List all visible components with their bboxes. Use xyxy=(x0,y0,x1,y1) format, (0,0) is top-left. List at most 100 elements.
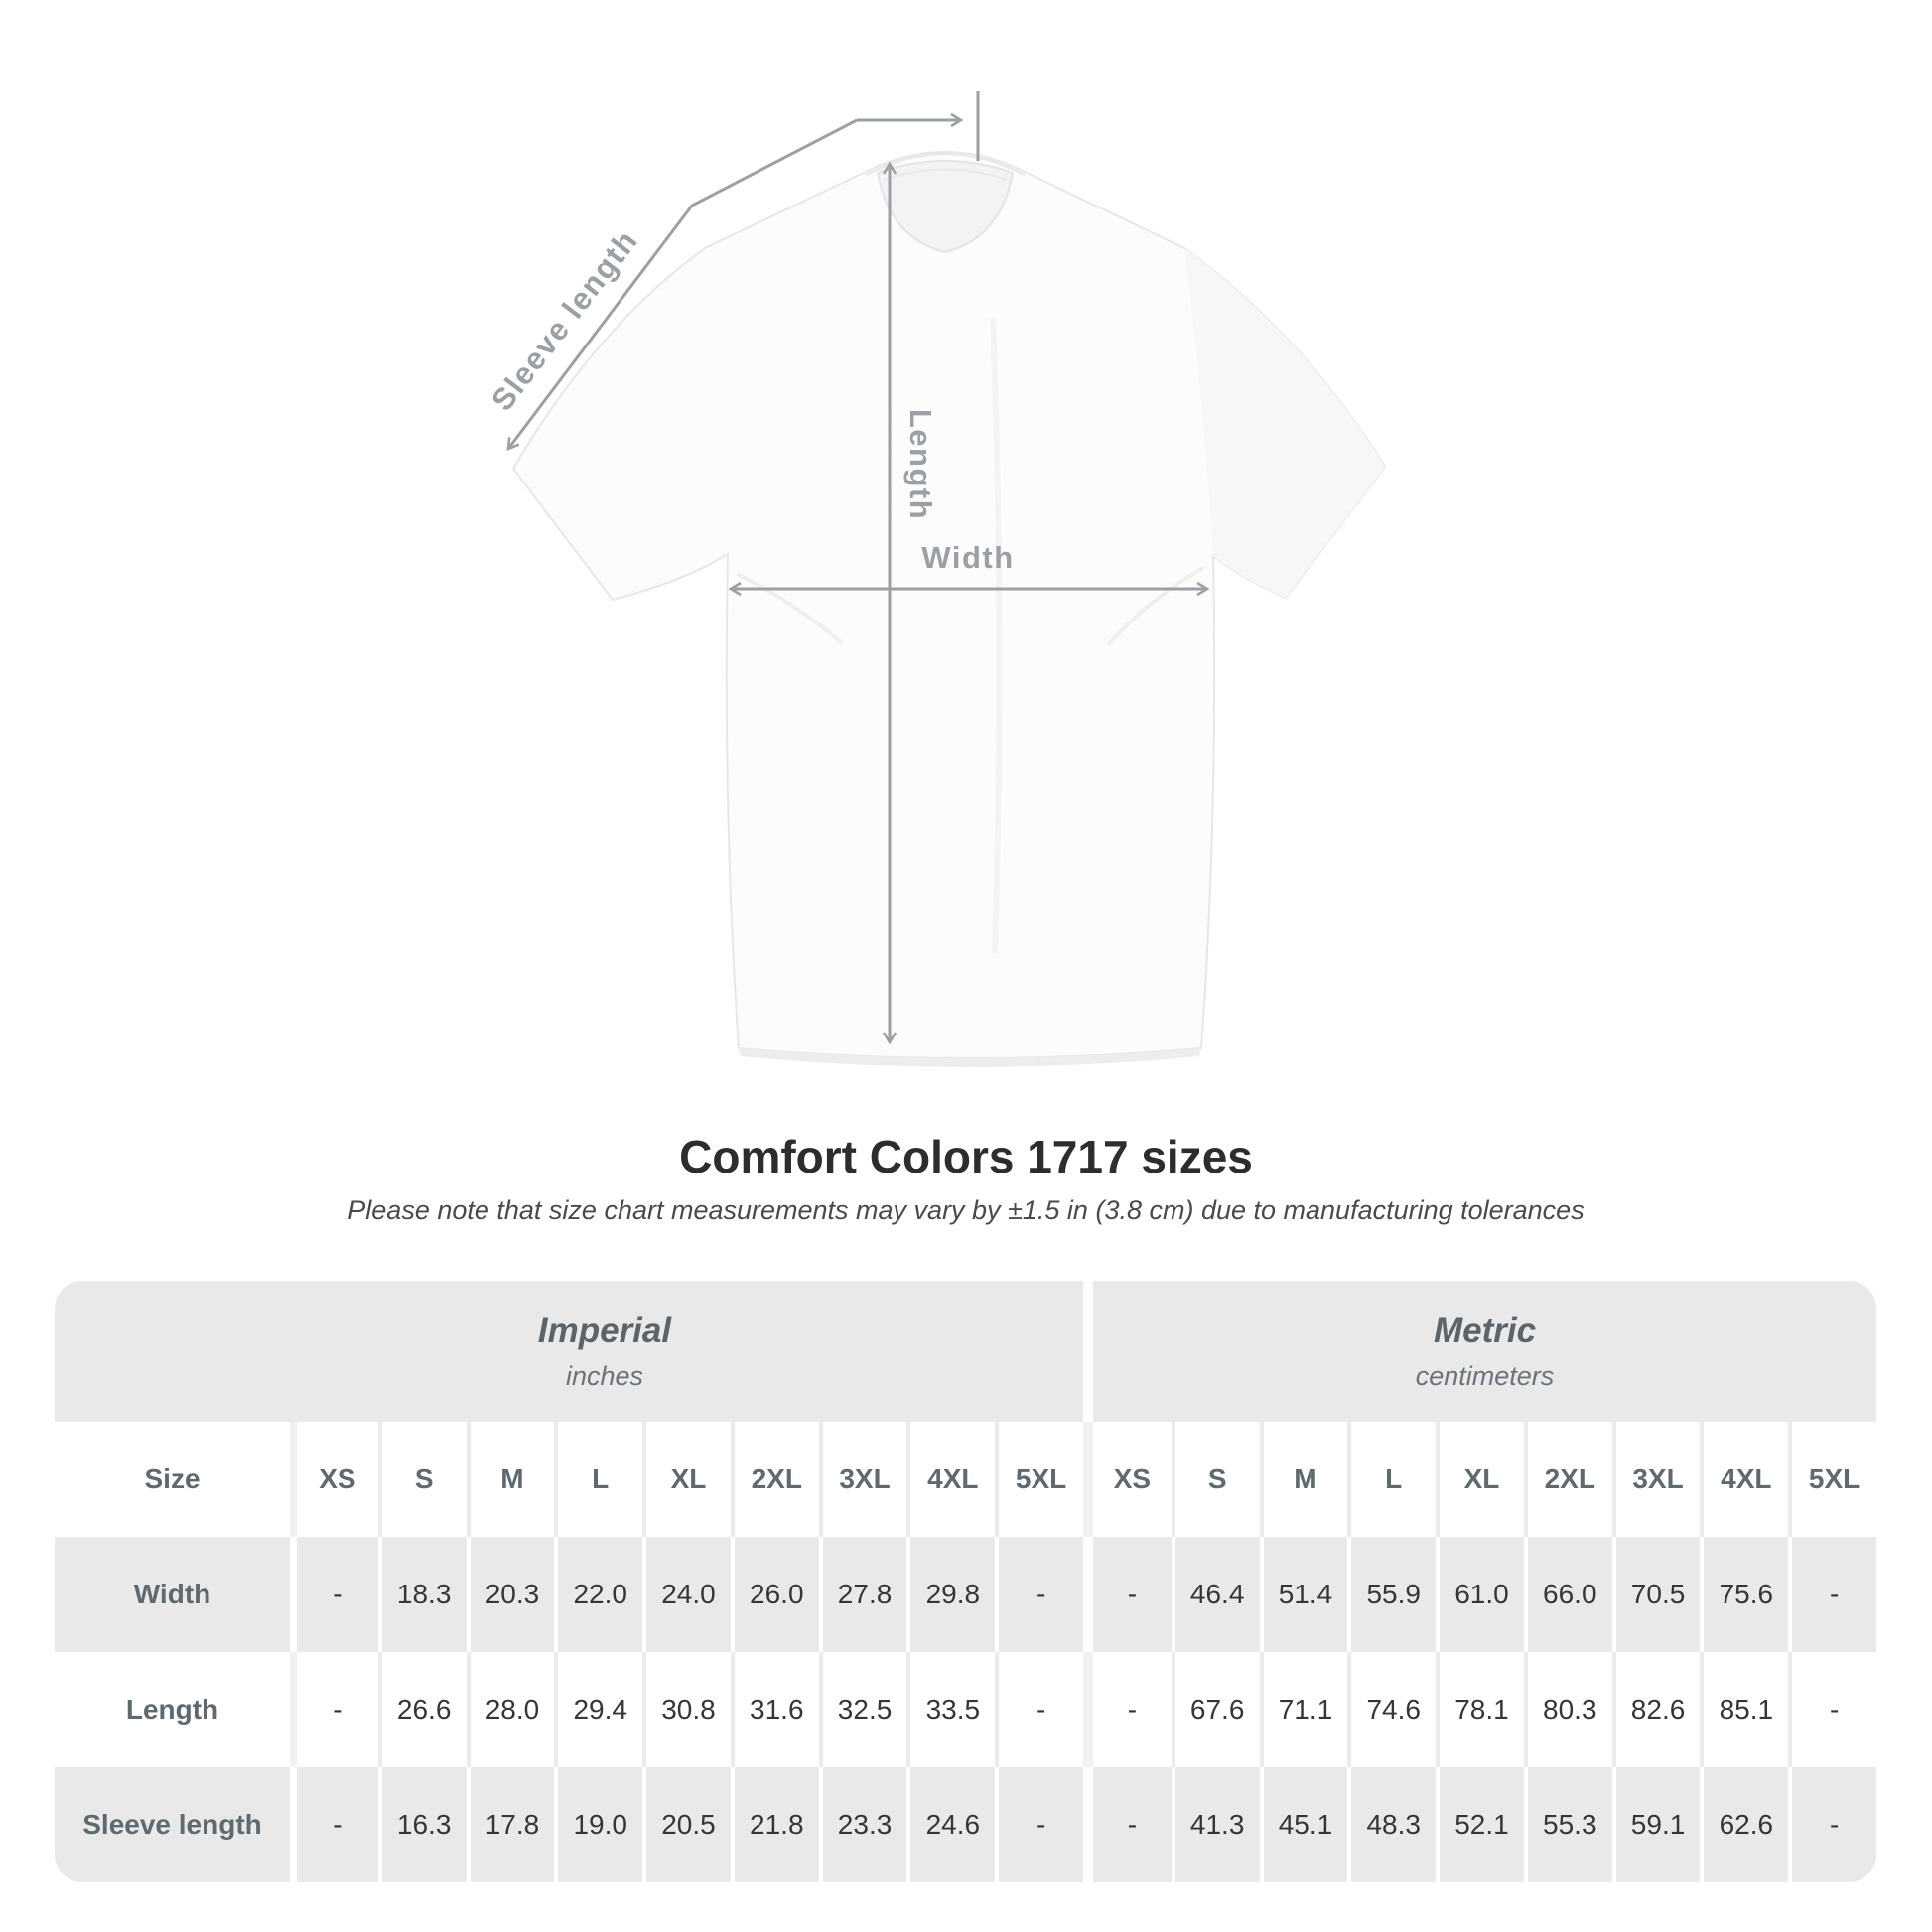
table-cell: - xyxy=(995,1652,1083,1767)
table-cell: 61.0 xyxy=(1436,1537,1524,1652)
tshirt-neck-hole xyxy=(876,160,1015,254)
table-cell: - xyxy=(1083,1652,1172,1767)
table-cell: - xyxy=(995,1767,1083,1882)
table-cell: 85.1 xyxy=(1700,1652,1789,1767)
table-row-sleeve-length: Sleeve length - 16.3 17.8 19.0 20.5 21.8… xyxy=(55,1767,1876,1882)
size-col-header: XL xyxy=(642,1422,731,1537)
size-col-header: 4XL xyxy=(906,1422,996,1537)
table-cell: 17.8 xyxy=(466,1767,555,1882)
imperial-section-unit: inches xyxy=(565,1360,644,1391)
table-cell: 28.0 xyxy=(466,1652,555,1767)
size-col-header: 2XL xyxy=(1523,1422,1612,1537)
table-cell: 46.4 xyxy=(1171,1537,1260,1652)
size-col-header: L xyxy=(1347,1422,1437,1537)
table-cell: 22.0 xyxy=(554,1537,643,1652)
table-cell: 27.8 xyxy=(818,1537,907,1652)
table-cell: 67.6 xyxy=(1171,1652,1260,1767)
table-cell: 66.0 xyxy=(1523,1537,1612,1652)
imperial-section-header: Imperial inches xyxy=(55,1281,1083,1422)
tshirt-fold-crease xyxy=(990,317,1003,954)
table-cell: 16.3 xyxy=(377,1767,467,1882)
table-cell: 70.5 xyxy=(1611,1537,1701,1652)
tshirt-right-underarm-crease xyxy=(1106,566,1204,647)
tshirt-hem-shadow xyxy=(739,1048,1201,1067)
size-col-header: L xyxy=(554,1422,643,1537)
table-cell: - xyxy=(1083,1767,1172,1882)
tolerance-note: Please note that size chart measurements… xyxy=(347,1195,1585,1225)
table-cell: 31.6 xyxy=(730,1652,819,1767)
row-label: Width xyxy=(55,1537,290,1652)
table-cell: 75.6 xyxy=(1700,1537,1789,1652)
size-header-row: Size XS S M L XL 2XL 3XL 4XL 5XL XS S M … xyxy=(55,1422,1876,1537)
length-label: Length xyxy=(903,409,938,520)
table-cell: 26.0 xyxy=(730,1537,819,1652)
table-cell: 24.6 xyxy=(906,1767,996,1882)
table-cell: 41.3 xyxy=(1171,1767,1260,1882)
table-cell: 30.8 xyxy=(642,1652,731,1767)
table-cell: - xyxy=(1788,1767,1876,1882)
table-cell: 82.6 xyxy=(1611,1652,1701,1767)
imperial-section-title: Imperial xyxy=(537,1311,672,1350)
table-cell: 20.5 xyxy=(642,1767,731,1882)
table-cell: 18.3 xyxy=(377,1537,467,1652)
size-col-header: 5XL xyxy=(1788,1422,1876,1537)
table-cell: 80.3 xyxy=(1523,1652,1612,1767)
metric-section-header: Metric centimeters xyxy=(1093,1281,1876,1422)
table-cell: - xyxy=(1788,1652,1876,1767)
table-cell: 59.1 xyxy=(1611,1767,1701,1882)
tshirt-right-sleeve-shade xyxy=(1184,248,1385,598)
width-label: Width xyxy=(921,540,1014,575)
size-col-header: 4XL xyxy=(1700,1422,1789,1537)
size-col-header: XS xyxy=(1083,1422,1172,1537)
table-cell: 20.3 xyxy=(466,1537,555,1652)
table-cell: 74.6 xyxy=(1347,1652,1437,1767)
size-col-header: XL xyxy=(1436,1422,1524,1537)
page-title: Comfort Colors 1717 sizes xyxy=(679,1131,1253,1182)
row-label: Length xyxy=(55,1652,290,1767)
table-cell: - xyxy=(290,1537,378,1652)
size-col-header: S xyxy=(377,1422,467,1537)
tshirt-collar-band xyxy=(883,168,1008,181)
tshirt-body xyxy=(511,151,1387,1059)
size-col-header: 5XL xyxy=(995,1422,1083,1537)
table-row-length: Length - 26.6 28.0 29.4 30.8 31.6 32.5 3… xyxy=(55,1652,1876,1767)
tshirt-illustration xyxy=(511,151,1387,1067)
table-cell: - xyxy=(290,1652,378,1767)
size-col-header: 2XL xyxy=(730,1422,819,1537)
table-cell: 52.1 xyxy=(1436,1767,1524,1882)
table-cell: 71.1 xyxy=(1259,1652,1348,1767)
table-row-width: Width - 18.3 20.3 22.0 24.0 26.0 27.8 29… xyxy=(55,1537,1876,1652)
table-cell: 32.5 xyxy=(818,1652,907,1767)
size-col-header: S xyxy=(1171,1422,1260,1537)
table-cell: 48.3 xyxy=(1347,1767,1437,1882)
table-cell: 24.0 xyxy=(642,1537,731,1652)
table-cell: 26.6 xyxy=(377,1652,467,1767)
tshirt-measurement-diagram: Sleeve length Length Width xyxy=(484,91,1387,1067)
table-cell: - xyxy=(1788,1537,1876,1652)
measurement-arrows xyxy=(506,91,1210,1045)
table-cell: - xyxy=(1083,1537,1172,1652)
size-col-header: XS xyxy=(290,1422,378,1537)
tshirt-left-underarm-crease xyxy=(736,572,844,645)
size-column-header: Size xyxy=(55,1422,290,1537)
table-cell: - xyxy=(290,1767,378,1882)
size-col-header: 3XL xyxy=(818,1422,907,1537)
table-cell: 19.0 xyxy=(554,1767,643,1882)
table-cell: 55.3 xyxy=(1523,1767,1612,1882)
table-cell: 55.9 xyxy=(1347,1537,1437,1652)
metric-section-title: Metric xyxy=(1433,1311,1537,1350)
row-label: Sleeve length xyxy=(55,1767,290,1882)
table-cell: 51.4 xyxy=(1259,1537,1348,1652)
table-cell: 45.1 xyxy=(1259,1767,1348,1882)
table-cell: - xyxy=(995,1537,1083,1652)
sleeve-length-arrow xyxy=(506,118,858,452)
table-cell: 29.8 xyxy=(906,1537,996,1652)
table-cell: 23.3 xyxy=(818,1767,907,1882)
size-col-header: M xyxy=(466,1422,555,1537)
size-col-header: M xyxy=(1259,1422,1348,1537)
size-col-header: 3XL xyxy=(1611,1422,1701,1537)
table-cell: 21.8 xyxy=(730,1767,819,1882)
unit-header-row: Imperial inches Metric centimeters xyxy=(55,1281,1876,1422)
table-cell: 29.4 xyxy=(554,1652,643,1767)
